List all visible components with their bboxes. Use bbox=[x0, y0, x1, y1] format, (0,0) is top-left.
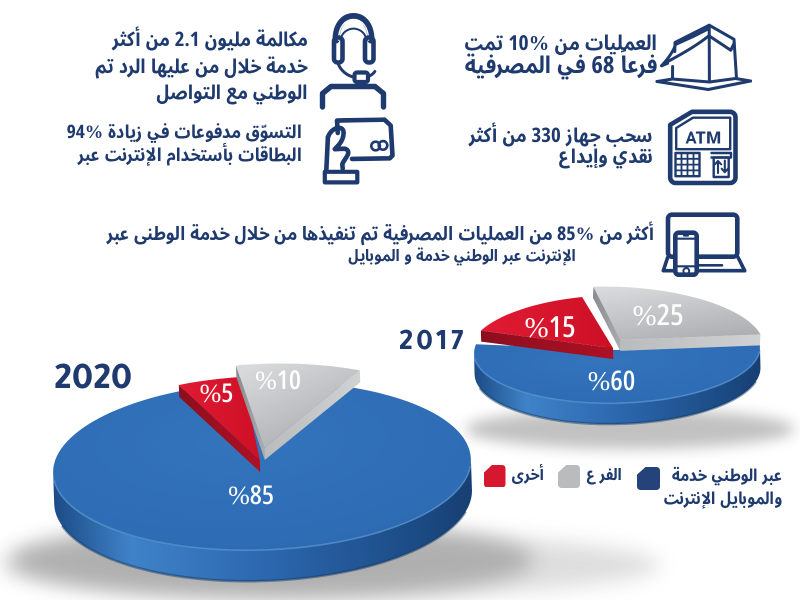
svg-text:ATM: ATM bbox=[685, 132, 721, 151]
